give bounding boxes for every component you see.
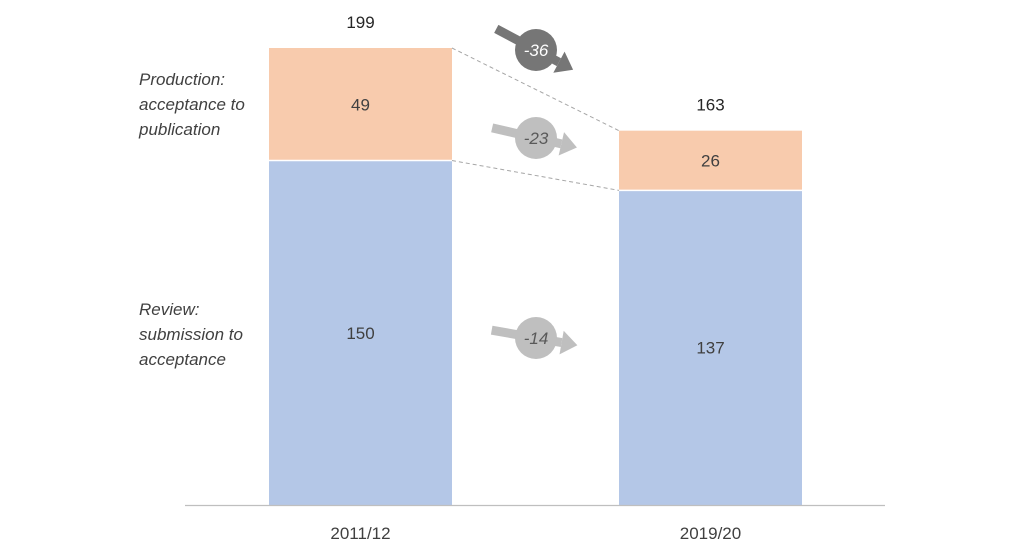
change-arrow-head-1 [558,132,577,156]
change-badge-1: -23 [491,117,577,159]
legend-production-desc-line1: acceptance to [139,95,245,114]
change-badge-2: -14 [490,317,578,359]
change-label-2: -14 [524,329,549,348]
total-label-1: 163 [696,96,724,115]
data-label-review-1: 137 [696,339,724,358]
change-circle-1 [515,117,557,159]
legend-review: Review: submission to acceptance [139,297,289,372]
legend-review-name: Review: [139,300,200,319]
legend-production-name: Production: [139,70,225,89]
legend-production-desc-line2: publication [139,120,221,139]
change-label-1: -23 [524,129,549,148]
connector-middle [451,160,620,191]
legend-review-desc-line2: acceptance [139,350,226,369]
bar-production-1 [619,130,802,191]
legend-production: Production: acceptance to publication [139,67,289,142]
x-tick-label-1: 2019/20 [680,524,741,543]
data-label-production-0: 49 [351,95,370,114]
legend-review-desc-line1: submission to [139,325,243,344]
connector-top [451,47,620,132]
bar-review-1 [619,190,802,506]
data-label-review-0: 150 [346,324,374,343]
x-tick-label-0: 2011/12 [330,524,390,543]
change-circle-0 [515,29,557,71]
data-label-production-1: 26 [701,152,720,171]
change-badge-0: -36 [494,24,574,73]
change-arrow-head-0 [553,51,574,73]
bar-review-0 [269,160,452,505]
total-label-0: 199 [346,13,374,32]
change-arrow-head-2 [559,330,578,355]
change-circle-2 [515,317,557,359]
bar-production-0 [269,48,452,161]
change-label-0: -36 [524,41,549,60]
